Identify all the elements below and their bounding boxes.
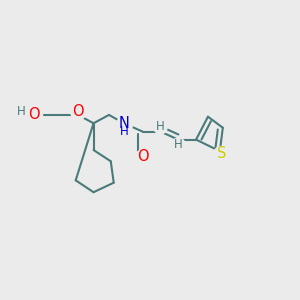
Text: O: O [137,149,148,164]
Text: N: N [118,116,129,131]
Text: S: S [217,146,226,161]
Text: O: O [72,104,84,119]
Text: H: H [156,120,165,133]
Text: H: H [119,125,128,138]
Text: H: H [17,105,26,118]
Text: H: H [174,138,183,151]
Text: O: O [28,107,40,122]
